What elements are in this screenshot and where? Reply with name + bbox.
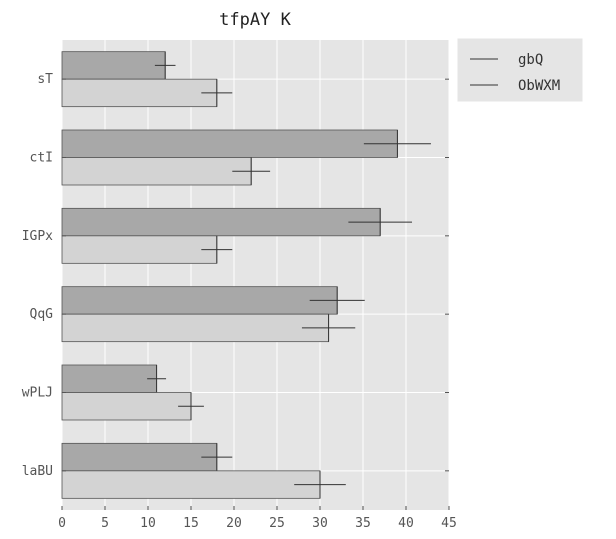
y-tick-label-sT: sT [37, 72, 53, 87]
y-tick-label-IGPx: IGPx [22, 229, 53, 244]
x-tick-label-20: 20 [226, 516, 242, 531]
bar-ObWXM-IGPx [61, 235, 218, 264]
bar-ObWXM-laBU [61, 470, 321, 499]
y-tick-label-QqG: QqG [30, 307, 54, 322]
legend-label-gbQ: gbQ [518, 52, 543, 68]
x-tick-label-30: 30 [312, 516, 328, 531]
x-tick-label-35: 35 [355, 516, 371, 531]
plot-area [62, 40, 449, 510]
x-tick-label-40: 40 [398, 516, 414, 531]
y-tick-label-wPLJ: wPLJ [22, 386, 53, 401]
x-tick-label-0: 0 [58, 516, 66, 531]
bar-gbQ-IGPx [61, 207, 381, 237]
bar-gbQ-laBU [61, 442, 218, 472]
bar-gbQ-ctI [61, 129, 398, 158]
y-tick-label-ctI: ctI [30, 151, 53, 166]
x-tick-label-25: 25 [269, 516, 285, 531]
x-tick-label-15: 15 [183, 516, 199, 531]
x-tick-label-45: 45 [441, 516, 457, 531]
legend-label-ObWXM: ObWXM [518, 78, 560, 94]
y-tick-label-laBU: laBU [22, 464, 53, 479]
bar-ObWXM-wPLJ [61, 392, 192, 421]
x-tick-label-5: 5 [101, 516, 109, 531]
bar-ObWXM-QqG [61, 313, 330, 343]
bar-gbQ-QqG [61, 286, 338, 315]
bar-gbQ-wPLJ [61, 364, 157, 393]
chart-title: tfpAY K [219, 10, 291, 30]
bar-ObWXM-sT [61, 78, 218, 108]
bar-ObWXM-ctI [61, 157, 252, 186]
legend: gbQ ObWXM [457, 38, 583, 102]
x-tick-label-10: 10 [140, 516, 156, 531]
bars-group [61, 51, 431, 499]
y-axis: sT ctI IGPx QqG wPLJ laBU [22, 72, 449, 479]
legend-box [457, 38, 583, 102]
x-axis: 0 5 10 15 20 25 30 35 40 45 [58, 506, 457, 531]
bar-gbQ-sT [61, 51, 166, 80]
